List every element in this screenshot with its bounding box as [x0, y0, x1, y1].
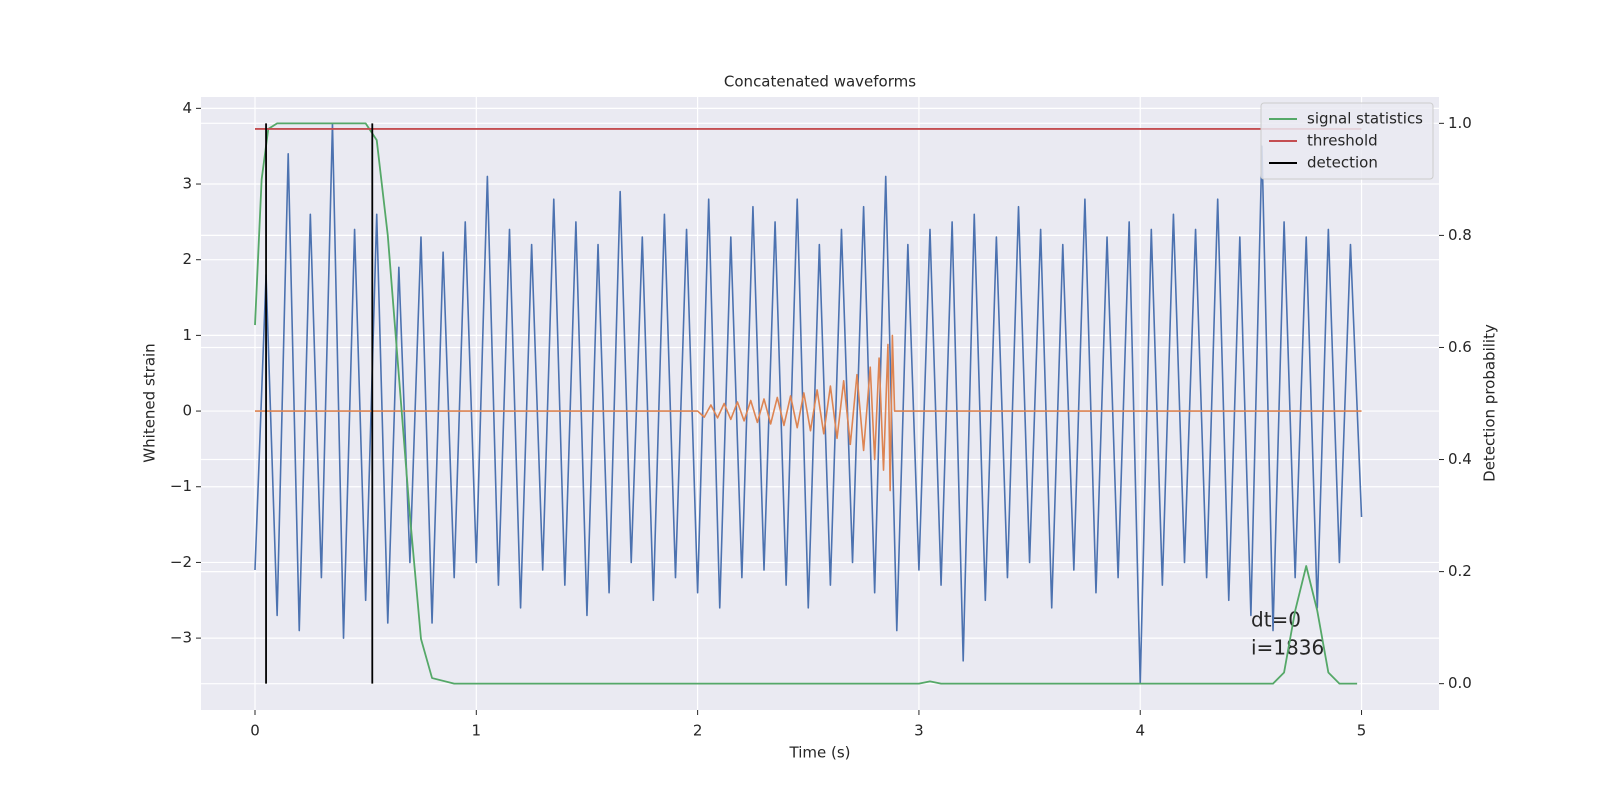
- y-axis-label: Whitened strain: [141, 343, 159, 462]
- y-tick-label: 4: [182, 99, 192, 117]
- chart-title: Concatenated waveforms: [724, 73, 916, 91]
- legend-label: threshold: [1307, 132, 1378, 150]
- x-tick-label: 2: [693, 722, 703, 740]
- plot-area: [201, 97, 1439, 710]
- y-tick-label: 0: [182, 402, 192, 420]
- legend: signal statistics threshold detection: [1260, 102, 1434, 180]
- y2-tick-label: 0.6: [1448, 338, 1472, 356]
- x-tick-label: 1: [472, 722, 482, 740]
- x-tick-label: 4: [1135, 722, 1145, 740]
- legend-box: [1260, 102, 1434, 180]
- y-tick-label: 2: [182, 250, 192, 268]
- series-line: [255, 334, 1362, 492]
- y-tick-label: 1: [182, 326, 192, 344]
- y2-tick-label: 0.4: [1448, 450, 1472, 468]
- y-tick-label: 3: [182, 175, 192, 193]
- x-tick-label: 5: [1357, 722, 1367, 740]
- y-tick-label: −1: [170, 477, 192, 495]
- y2-tick-label: 0.2: [1448, 562, 1472, 580]
- y-tick-label: −3: [170, 629, 192, 647]
- y2-tick-label: 0.8: [1448, 226, 1472, 244]
- series-line: [254, 122, 1358, 685]
- y2-axis-label: Detection probability: [1481, 324, 1499, 482]
- y2-tick-label: 1.0: [1448, 114, 1472, 132]
- x-tick-label: 3: [914, 722, 924, 740]
- y-tick-label: −2: [170, 553, 192, 571]
- x-tick-label: 0: [250, 722, 260, 740]
- legend-label: detection: [1307, 154, 1378, 172]
- legend-label: signal statistics: [1307, 110, 1423, 128]
- x-axis-label: Time (s): [789, 744, 851, 762]
- y2-tick-label: 0.0: [1448, 674, 1472, 692]
- series-line: [254, 122, 1363, 685]
